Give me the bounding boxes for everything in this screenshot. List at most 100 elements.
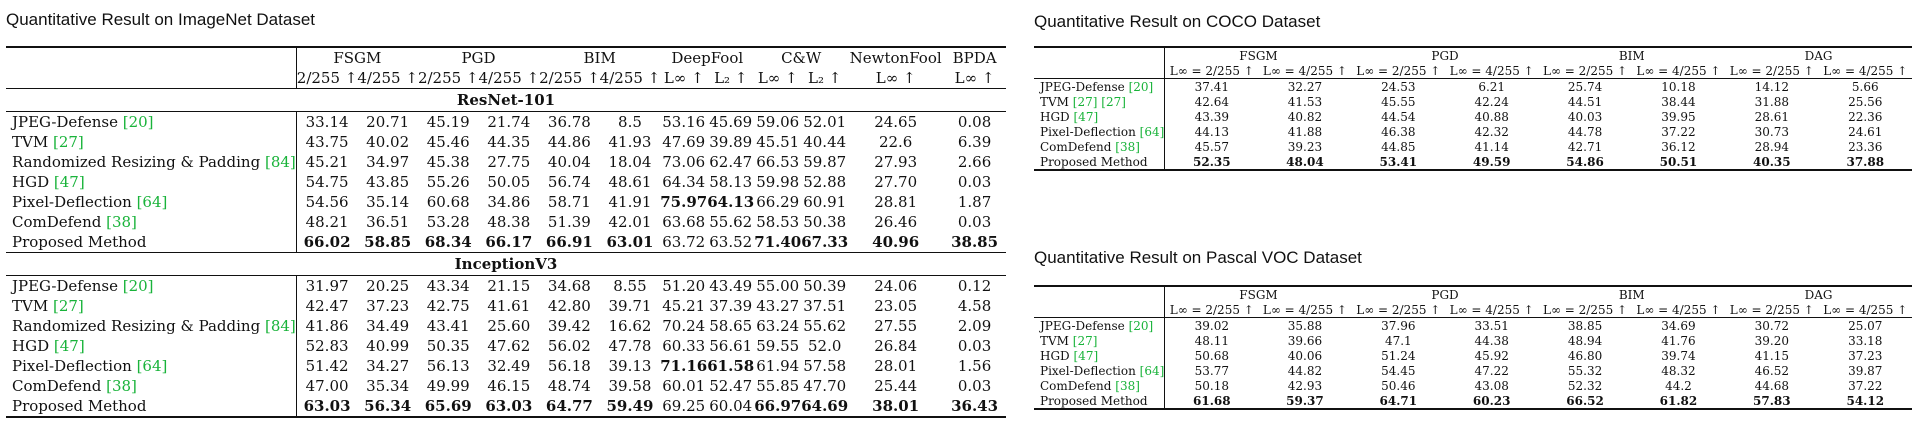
imagenet-citation: [47] (53, 173, 85, 191)
imagenet-value-cell: 26.46 (874, 213, 918, 231)
imagenet-value-cell: 58.53 (756, 213, 800, 231)
imagenet-value-cell: 4.58 (957, 297, 992, 315)
coco-value-cell: 24.61 (1848, 124, 1883, 139)
imagenet-value-cell: 45.19 (426, 113, 470, 131)
voc-citation: [20] (1128, 318, 1154, 333)
coco-value-cell: 10.18 (1661, 79, 1696, 94)
imagenet-value-cell: 18.04 (608, 153, 652, 171)
imagenet-value-cell: 40.99 (366, 337, 410, 355)
imagenet-value-cell: 52.0 (807, 337, 842, 355)
imagenet-value-cell: 59.06 (756, 113, 800, 131)
imagenet-value-cell: 71.40 (754, 233, 802, 251)
voc-value-cell: 37.96 (1381, 318, 1416, 333)
imagenet-value-cell: 28.81 (874, 193, 918, 211)
voc-value-cell: 43.08 (1474, 378, 1509, 393)
imagenet-value-cell: 41.93 (608, 133, 652, 151)
voc-method-name: Proposed Method (1040, 393, 1148, 408)
coco-value-cell: 41.14 (1474, 139, 1509, 154)
imagenet-value-cell: 66.91 (545, 233, 593, 251)
imagenet-value-cell: 20.71 (366, 113, 410, 131)
voc-value-cell: 66.52 (1566, 393, 1604, 408)
imagenet-group-header-row: FSGM PGD BIM DeepFool C&W NewtonFool BPD… (6, 48, 1006, 68)
imagenet-group-header: C&W (781, 49, 822, 67)
coco-caption: Quantitative Result on COCO Dataset (1034, 12, 1321, 31)
imagenet-value-cell: 45.51 (756, 133, 800, 151)
imagenet-value-cell: 27.75 (487, 153, 531, 171)
imagenet-table-row: Pixel-Deflection [64] 54.56 35.14 60.68 34.8… (6, 192, 1006, 212)
coco-value-cell: 39.23 (1287, 139, 1323, 154)
imagenet-value-cell: 71.16 (660, 357, 708, 375)
imagenet-method-name: ComDefend (12, 213, 102, 231)
coco-value-cell: 14.12 (1754, 79, 1789, 94)
coco-method-name: ComDefend (1040, 139, 1112, 154)
voc-value-cell: 44.68 (1754, 378, 1789, 393)
coco-method-name: HGD (1040, 109, 1070, 124)
coco-value-cell: 25.56 (1848, 94, 1883, 109)
imagenet-value-cell: 63.01 (606, 233, 654, 251)
imagenet-value-cell: 50.39 (803, 277, 847, 295)
coco-table-row: TVM [27] [27] 42.64 41.53 45.55 42.24 44.51 38… (1034, 94, 1912, 109)
voc-value-cell: 38.85 (1567, 318, 1603, 333)
voc-subheader: L∞ = 4/255 ↑ (1631, 302, 1726, 318)
imagenet-method-name: Randomized Resizing & Padding (12, 317, 261, 335)
voc-table-row: TVM [27] 48.11 39.66 47.1 44.38 48.94 41.76 39.… (1034, 333, 1912, 348)
voc-table-row: HGD [47] 50.68 40.06 51.24 45.92 46.80 39.74 41… (1034, 348, 1912, 363)
imagenet-value-cell: 36.51 (366, 213, 410, 231)
imagenet-value-cell: 64.77 (545, 397, 593, 415)
coco-group-header: DAG (1804, 48, 1833, 63)
imagenet-method-name: ComDefend (12, 377, 102, 395)
imagenet-value-cell: 41.86 (305, 317, 349, 335)
voc-method-name: TVM (1040, 333, 1069, 348)
voc-value-cell: 57.83 (1753, 393, 1791, 408)
voc-citation: [38] (1115, 378, 1140, 393)
coco-value-cell: 6.21 (1478, 79, 1506, 94)
imagenet-table-row: HGD [47] 52.83 40.99 50.35 47.62 56.02 47.78 60… (6, 336, 1006, 356)
imagenet-value-cell: 34.86 (487, 193, 531, 211)
voc-value-cell: 55.32 (1567, 363, 1603, 378)
imagenet-value-cell: 34.49 (366, 317, 410, 335)
imagenet-table-row: HGD [47] 54.75 43.85 55.26 50.05 56.74 48.61 64… (6, 172, 1006, 192)
coco-value-cell: 42.64 (1194, 94, 1229, 109)
coco-value-cell: 40.35 (1753, 154, 1791, 169)
imagenet-value-cell: 43.75 (305, 133, 349, 151)
voc-method-cell: HGD [47] (1034, 348, 1166, 363)
coco-subheader: L∞ = 2/255 ↑ (1725, 63, 1819, 79)
coco-value-cell: 54.86 (1566, 154, 1604, 169)
voc-subheader: L∞ = 4/255 ↑ (1445, 302, 1539, 318)
imagenet-value-cell: 58.71 (547, 193, 591, 211)
imagenet-value-cell: 39.13 (608, 357, 652, 375)
coco-group-header: BIM (1618, 48, 1645, 63)
voc-value-cell: 54.12 (1846, 393, 1885, 408)
voc-value-cell: 41.76 (1661, 333, 1696, 348)
voc-results-table: FSGM PGD BIM DAG L∞ = 2/255 ↑ L∞ = 4/255… (1034, 285, 1912, 410)
imagenet-value-cell: 75.97 (660, 193, 708, 211)
imagenet-value-cell: 60.68 (426, 193, 470, 211)
imagenet-value-cell: 36.78 (547, 113, 591, 131)
coco-method-cell: ComDefend [38] (1034, 139, 1166, 154)
imagenet-value-cell: 55.62 (803, 317, 847, 335)
imagenet-group-header: BIM (583, 49, 616, 67)
imagenet-method-name: TVM (12, 133, 49, 151)
imagenet-value-cell: 64.34 (662, 173, 706, 191)
imagenet-value-cell: 43.34 (426, 277, 470, 295)
voc-group-header-row: FSGM PGD BIM DAG (1034, 287, 1912, 302)
imagenet-subheader: L∞ ↑ (754, 68, 802, 89)
coco-value-cell: 42.32 (1474, 124, 1509, 139)
imagenet-value-cell: 47.69 (662, 133, 706, 151)
voc-value-cell: 45.92 (1474, 348, 1509, 363)
coco-table-row: Pixel-Deflection [64] 44.13 41.88 46.38 42.3… (1034, 124, 1912, 139)
coco-value-cell: 24.53 (1381, 79, 1416, 94)
coco-value-cell: 52.35 (1193, 154, 1231, 169)
imagenet-value-cell: 2.66 (957, 153, 992, 171)
imagenet-value-cell: 54.56 (305, 193, 349, 211)
voc-method-cell: JPEG-Defense [20] (1034, 317, 1166, 333)
voc-value-cell: 44.2 (1665, 378, 1692, 393)
voc-subheader: L∞ = 2/255 ↑ (1351, 302, 1446, 318)
imagenet-corner-cell (6, 48, 297, 68)
coco-table-row: ComDefend [38] 45.57 39.23 44.85 41.14 42.71 3… (1034, 139, 1912, 154)
coco-citation: [38] (1115, 139, 1140, 154)
voc-citation: [47] (1073, 348, 1099, 363)
voc-value-cell: 50.68 (1194, 348, 1229, 363)
coco-value-cell: 23.36 (1848, 139, 1883, 154)
imagenet-method-name: TVM (12, 297, 49, 315)
